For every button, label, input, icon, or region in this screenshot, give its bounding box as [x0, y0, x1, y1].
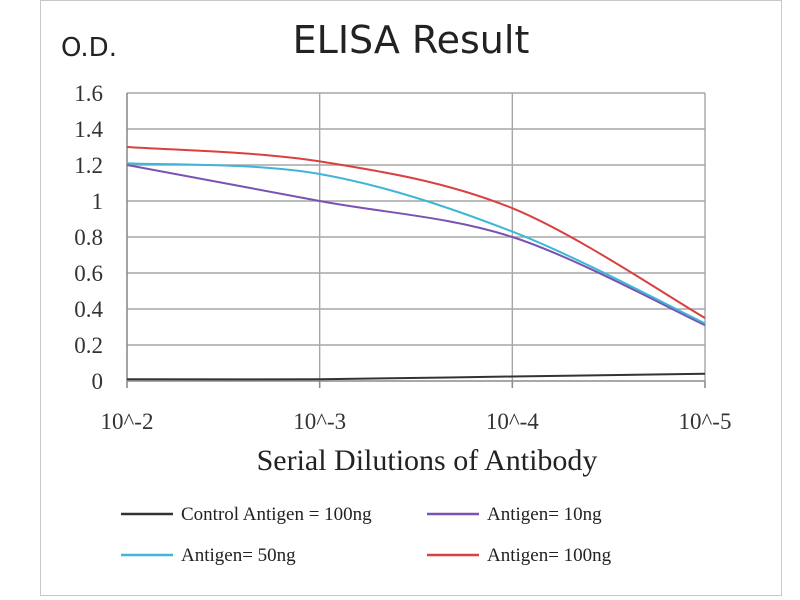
- series-line-2: [126, 164, 706, 327]
- y-axis-label: O.D.: [61, 33, 117, 63]
- x-tick-label: 10^-2: [101, 409, 154, 434]
- grid-lines: [127, 92, 706, 381]
- elisa-line-chart: ELISA Result O.D. Serial Dilutions of An…: [61, 18, 732, 566]
- y-tick-label: 1.4: [74, 117, 103, 142]
- series-line-4: [126, 146, 706, 319]
- y-tick-label: 1.2: [74, 153, 103, 178]
- chart-title: ELISA Result: [293, 18, 530, 62]
- y-tick-label: 0.8: [74, 225, 103, 250]
- series-line-3: [126, 162, 706, 325]
- y-tick-label: 1.6: [74, 81, 103, 106]
- legend: Control Antigen = 100ng Antigen= 10ng Anti…: [121, 504, 612, 566]
- x-tick-label: 10^-4: [486, 409, 539, 434]
- chart-frame: ELISA Result O.D. Serial Dilutions of An…: [40, 0, 782, 596]
- series-lines: [126, 146, 706, 381]
- legend-entry-label: Antigen= 50ng: [181, 545, 296, 566]
- y-tick-labels: 0 0.2 0.4 0.6 0.8 1 1.2 1.4 1.6: [74, 81, 103, 394]
- legend-entry-label: Control Antigen = 100ng: [181, 504, 372, 525]
- x-tick-label: 10^-3: [293, 409, 346, 434]
- legend-entry-label: Antigen= 100ng: [487, 545, 612, 566]
- x-axis-label: Serial Dilutions of Antibody: [257, 444, 598, 477]
- y-tick-label: 0: [92, 369, 104, 394]
- series-line-1: [126, 372, 706, 381]
- y-tick-label: 0.2: [74, 333, 103, 358]
- axes: [126, 93, 706, 388]
- y-tick-label: 0.4: [74, 297, 103, 322]
- x-tick-labels: 10^-2 10^-3 10^-4 10^-5: [101, 409, 732, 434]
- x-tick-label: 10^-5: [679, 409, 732, 434]
- y-tick-label: 0.6: [74, 261, 103, 286]
- y-tick-label: 1: [92, 189, 104, 214]
- legend-entry-label: Antigen= 10ng: [487, 504, 602, 525]
